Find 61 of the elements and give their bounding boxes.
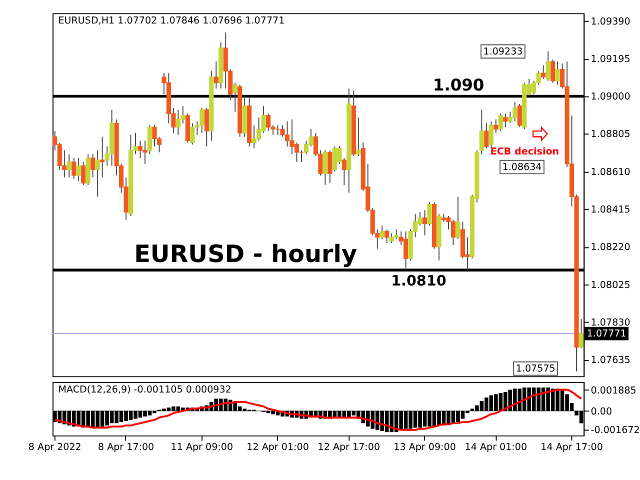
candlestick bbox=[90, 154, 96, 178]
candlestick bbox=[550, 59, 556, 84]
ref-line-label: 1.0810 bbox=[391, 273, 446, 290]
candlestick bbox=[356, 117, 361, 157]
y-tick-label: 1.09000 bbox=[590, 92, 630, 103]
candlestick bbox=[422, 210, 428, 236]
candlestick bbox=[498, 113, 503, 132]
candlestick bbox=[384, 229, 390, 244]
y-tick-label: 1.08610 bbox=[590, 166, 630, 178]
y-tick-label: 1.08025 bbox=[590, 280, 630, 291]
x-tick-label: 11 Apr 09:00 bbox=[170, 442, 234, 454]
y-tick-label: 1.09390 bbox=[590, 16, 630, 28]
candlestick bbox=[95, 150, 100, 198]
x-tick-label: 13 Apr 09:00 bbox=[394, 442, 456, 454]
annotation: 1.08634 bbox=[502, 162, 542, 173]
candlestick bbox=[342, 158, 346, 186]
candlestick bbox=[81, 161, 86, 186]
candlestick bbox=[100, 136, 105, 178]
y-tick-label: 1.09195 bbox=[590, 54, 630, 65]
candlestick bbox=[546, 50, 550, 82]
annotation: ECB decision bbox=[490, 146, 560, 158]
y-tick-label: 1.08220 bbox=[590, 242, 630, 254]
candlestick bbox=[214, 61, 218, 90]
x-tick-label: 8 Apr 17:00 bbox=[98, 442, 154, 454]
candlestick bbox=[517, 104, 522, 128]
ref-line-label: 1.090 bbox=[432, 76, 484, 95]
annotation: EURUSD - hourly bbox=[134, 240, 358, 268]
candlestick bbox=[72, 158, 76, 180]
x-tick-label: 12 Apr 01:00 bbox=[246, 442, 309, 454]
candlestick bbox=[380, 225, 384, 240]
candlestick bbox=[541, 64, 546, 80]
candlestick bbox=[479, 109, 484, 155]
candlestick bbox=[76, 158, 81, 182]
y-tick-label: 0.001885 bbox=[590, 385, 636, 396]
candlestick bbox=[484, 122, 489, 149]
y-tick-label: 1.08805 bbox=[590, 129, 630, 140]
candlestick bbox=[322, 150, 328, 186]
annotation: 1.07575 bbox=[516, 363, 556, 374]
candlestick bbox=[494, 118, 498, 134]
candlestick bbox=[578, 318, 584, 349]
x-tick-label: 14 Apr 01:00 bbox=[464, 442, 528, 454]
y-tick-label: -0.001672 bbox=[590, 424, 640, 436]
y-tick-label: 0.00 bbox=[590, 406, 612, 418]
x-tick-label: 8 Apr 2022 bbox=[28, 442, 82, 454]
y-tick-label: 1.08415 bbox=[590, 204, 630, 216]
candlestick bbox=[66, 154, 72, 178]
chart-title: MACD(12,26,9) -0.001105 0.000932 bbox=[58, 384, 232, 396]
annotation: 1.09233 bbox=[483, 46, 523, 58]
x-tick-label: 14 Apr 17:00 bbox=[540, 442, 603, 454]
candlestick bbox=[147, 124, 152, 155]
y-tick-label: 1.07635 bbox=[590, 355, 630, 366]
candlestick bbox=[555, 61, 560, 86]
chart-title: EURUSD,H1 1.07702 1.07846 1.07696 1.07771 bbox=[58, 16, 285, 27]
x-tick-label: 12 Apr 17:00 bbox=[318, 442, 380, 454]
candlestick bbox=[204, 107, 209, 147]
candlestick bbox=[232, 82, 238, 112]
y-tick-label: 1.07830 bbox=[590, 318, 630, 328]
candlestick bbox=[488, 120, 494, 149]
candlestick bbox=[503, 113, 508, 128]
candlestick bbox=[328, 150, 332, 184]
ref-line-label: 1.07771 bbox=[586, 328, 626, 340]
